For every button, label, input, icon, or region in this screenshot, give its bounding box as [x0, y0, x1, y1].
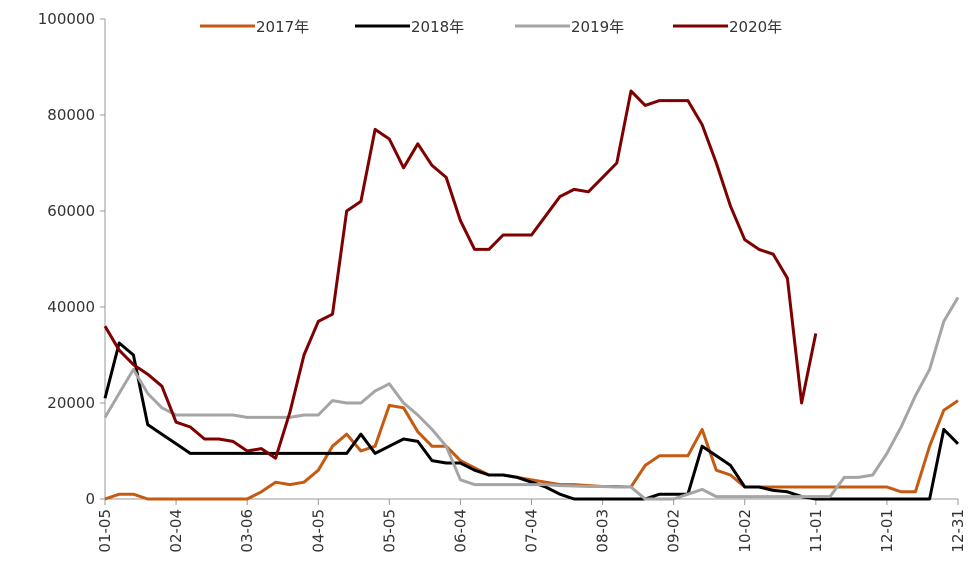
x-tick-label: 05-05: [380, 509, 398, 553]
x-tick-label: 07-04: [523, 509, 541, 553]
x-tick-label: 12-01: [878, 509, 896, 553]
x-tick-label: 10-02: [736, 509, 754, 553]
y-tick-label: 60000: [47, 202, 95, 220]
x-tick-label: 11-01: [807, 509, 825, 553]
line-series: [103, 296, 960, 501]
x-tick-label: 12-31: [949, 509, 967, 553]
y-tick-label: 80000: [47, 106, 95, 124]
line-series: [103, 89, 818, 460]
y-tick-label: 100000: [38, 10, 95, 28]
x-tick-label: 09-02: [665, 509, 683, 553]
legend-label: 2018年: [411, 18, 464, 36]
legend-label: 2017年: [256, 18, 309, 36]
y-tick-label: 40000: [47, 298, 95, 316]
x-tick-label: 06-04: [451, 509, 469, 553]
x-tick-label: 03-06: [238, 509, 256, 553]
x-tick-label: 02-04: [167, 509, 185, 553]
x-tick-label: 04-05: [309, 509, 327, 553]
legend-label: 2019年: [571, 18, 624, 36]
legend-label: 2020年: [729, 18, 782, 36]
line-series: [103, 341, 960, 501]
y-tick-label: 20000: [47, 394, 95, 412]
x-tick-label: 01-05: [96, 509, 114, 553]
x-tick-label: 08-03: [594, 509, 612, 553]
y-tick-label: 0: [85, 490, 95, 508]
line-series: [104, 399, 959, 501]
